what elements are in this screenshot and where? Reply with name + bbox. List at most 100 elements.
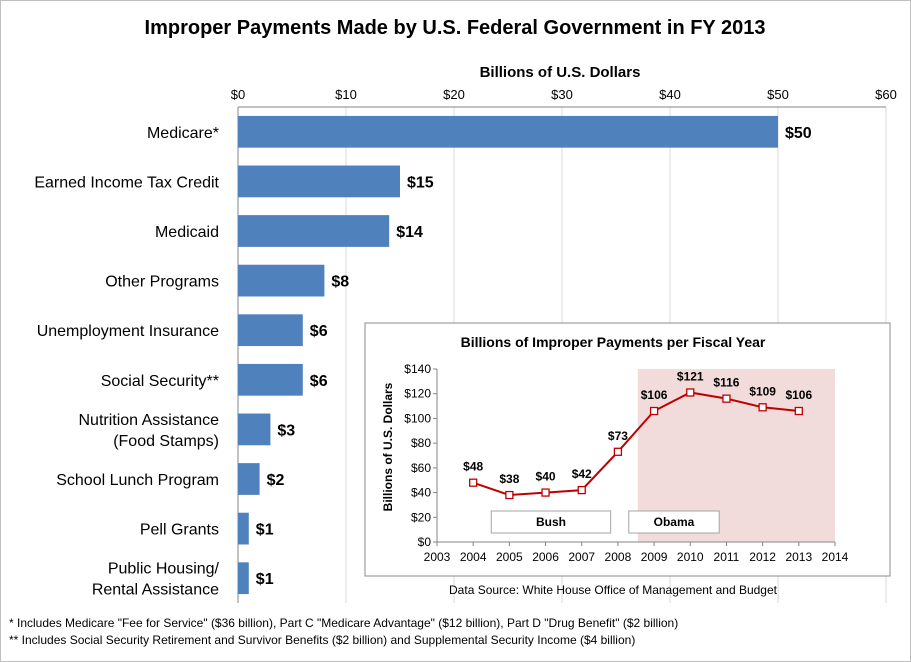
category-label: Public Housing/ — [108, 561, 220, 578]
main-x-tick-label: $10 — [335, 87, 357, 102]
data-label: $38 — [499, 472, 519, 486]
data-point — [686, 388, 695, 397]
inset-y-tick-label: $80 — [411, 436, 431, 450]
data-label: $106 — [641, 388, 668, 402]
footnote-medicare: * Includes Medicare "Fee for Service" ($… — [9, 616, 678, 630]
data-point — [722, 394, 731, 403]
bar-value-label: $1 — [256, 522, 274, 539]
inset-x-tick-label: 2008 — [605, 550, 632, 564]
inset-y-tick-label: $40 — [411, 486, 431, 500]
bar — [238, 165, 400, 198]
inset-y-tick-label: $120 — [404, 387, 431, 401]
era-box — [628, 510, 720, 534]
inset-y-tick-label: $20 — [411, 510, 431, 524]
main-x-axis-title: Billions of U.S. Dollars — [480, 64, 641, 81]
bar — [238, 562, 249, 595]
category-label: Other Programs — [105, 274, 219, 291]
footnote-social-security: ** Includes Social Security Retirement a… — [9, 633, 635, 647]
inset-y-axis-title: Billions of U.S. Dollars — [381, 382, 395, 511]
bar — [238, 314, 303, 347]
inset-x-tick-label: 2007 — [568, 550, 595, 564]
bar-value-label: $50 — [785, 125, 812, 142]
data-label: $73 — [608, 429, 628, 443]
era-label: Obama — [654, 515, 695, 529]
data-label: $42 — [572, 467, 592, 481]
bar-value-label: $15 — [407, 174, 434, 191]
era-label: Bush — [536, 515, 566, 529]
category-label: Medicare* — [147, 125, 219, 142]
category-label: Rental Assistance — [92, 582, 219, 599]
category-label: School Lunch Program — [56, 472, 219, 489]
inset-x-tick-label: 2003 — [424, 550, 451, 564]
main-bars — [238, 115, 778, 595]
bar-value-label: $6 — [310, 373, 328, 390]
inset-chart-title: Billions of Improper Payments per Fiscal… — [461, 334, 766, 350]
main-category-labels: Medicare* Earned Income Tax Credit Medicai… — [34, 125, 219, 599]
inset-chart: Billions of Improper Payments per Fiscal… — [364, 322, 891, 597]
category-label: Pell Grants — [140, 522, 219, 539]
data-point — [794, 406, 803, 416]
main-x-tick-labels: $0 $10 $20 $30 $40 $50 $60 — [231, 87, 897, 102]
inset-era-labels: Bush Obama — [490, 510, 720, 534]
data-label: $48 — [463, 460, 483, 474]
inset-x-tick-label: 2004 — [460, 550, 487, 564]
main-chart-title: Improper Payments Made by U.S. Federal G… — [145, 17, 766, 39]
main-x-tick-label: $60 — [875, 87, 897, 102]
inset-axes: $0 $20 $40 $60 $80 $100 $120 $140 2003 2004 2005 20… — [404, 362, 848, 564]
data-point — [758, 403, 767, 412]
data-point — [577, 485, 586, 495]
series-line — [472, 391, 799, 497]
data-label: $116 — [713, 376, 739, 390]
data-point — [469, 478, 478, 487]
inset-data-source: Data Source: White House Office of Manag… — [449, 583, 778, 597]
category-label: Nutrition Assistance — [78, 412, 219, 429]
category-label: Social Security** — [101, 373, 219, 390]
bar — [238, 115, 778, 148]
inset-x-tick-label: 2012 — [749, 550, 776, 564]
bar-value-label: $1 — [256, 571, 274, 588]
data-label: $121 — [677, 369, 704, 383]
bar-value-label: $8 — [331, 274, 349, 291]
bar-value-label: $6 — [310, 323, 328, 340]
data-label: $40 — [536, 470, 556, 484]
main-value-labels: $50 $15 $14 $8 $6 $6 $3 $2 $1 $1 — [256, 125, 812, 588]
inset-series: $48 $38 $40 $42 $73 $106 $121 $116 $109 $106 — [463, 369, 812, 500]
inset-x-tick-label: 2013 — [785, 550, 812, 564]
inset-x-tick-label: 2011 — [714, 550, 740, 564]
inset-x-tick-label: 2006 — [532, 550, 559, 564]
main-x-tick-label: $0 — [231, 87, 245, 102]
inset-x-tick-label: 2014 — [822, 550, 849, 564]
category-label: Earned Income Tax Credit — [34, 174, 219, 191]
bar — [238, 413, 271, 446]
data-point — [649, 406, 659, 416]
data-label: $109 — [749, 384, 776, 398]
bar-value-label: $2 — [267, 472, 285, 489]
data-label: $106 — [785, 388, 812, 402]
data-point — [541, 488, 550, 497]
inset-y-tick-label: $140 — [404, 362, 431, 376]
inset-y-tick-label: $100 — [404, 411, 431, 425]
inset-x-tick-label: 2009 — [641, 550, 668, 564]
bar-value-label: $3 — [277, 422, 295, 439]
category-label: (Food Stamps) — [113, 433, 219, 450]
main-x-tick-label: $50 — [767, 87, 789, 102]
inset-x-tick-label: 2010 — [677, 550, 704, 564]
bar — [238, 512, 249, 545]
data-point — [613, 447, 623, 456]
data-point — [505, 490, 514, 500]
bar — [238, 215, 390, 247]
era-box — [490, 510, 612, 534]
bar-value-label: $14 — [396, 224, 423, 241]
main-x-tick-label: $20 — [443, 87, 465, 102]
inset-x-tick-label: 2005 — [496, 550, 523, 564]
main-x-tick-label: $30 — [551, 87, 573, 102]
inset-y-tick-label: $0 — [418, 535, 432, 549]
category-label: Unemployment Insurance — [37, 323, 219, 340]
bar — [238, 264, 325, 297]
main-x-tick-label: $40 — [659, 87, 681, 102]
category-label: Medicaid — [155, 224, 219, 241]
inset-y-tick-label: $60 — [411, 461, 431, 475]
bar — [238, 463, 260, 495]
